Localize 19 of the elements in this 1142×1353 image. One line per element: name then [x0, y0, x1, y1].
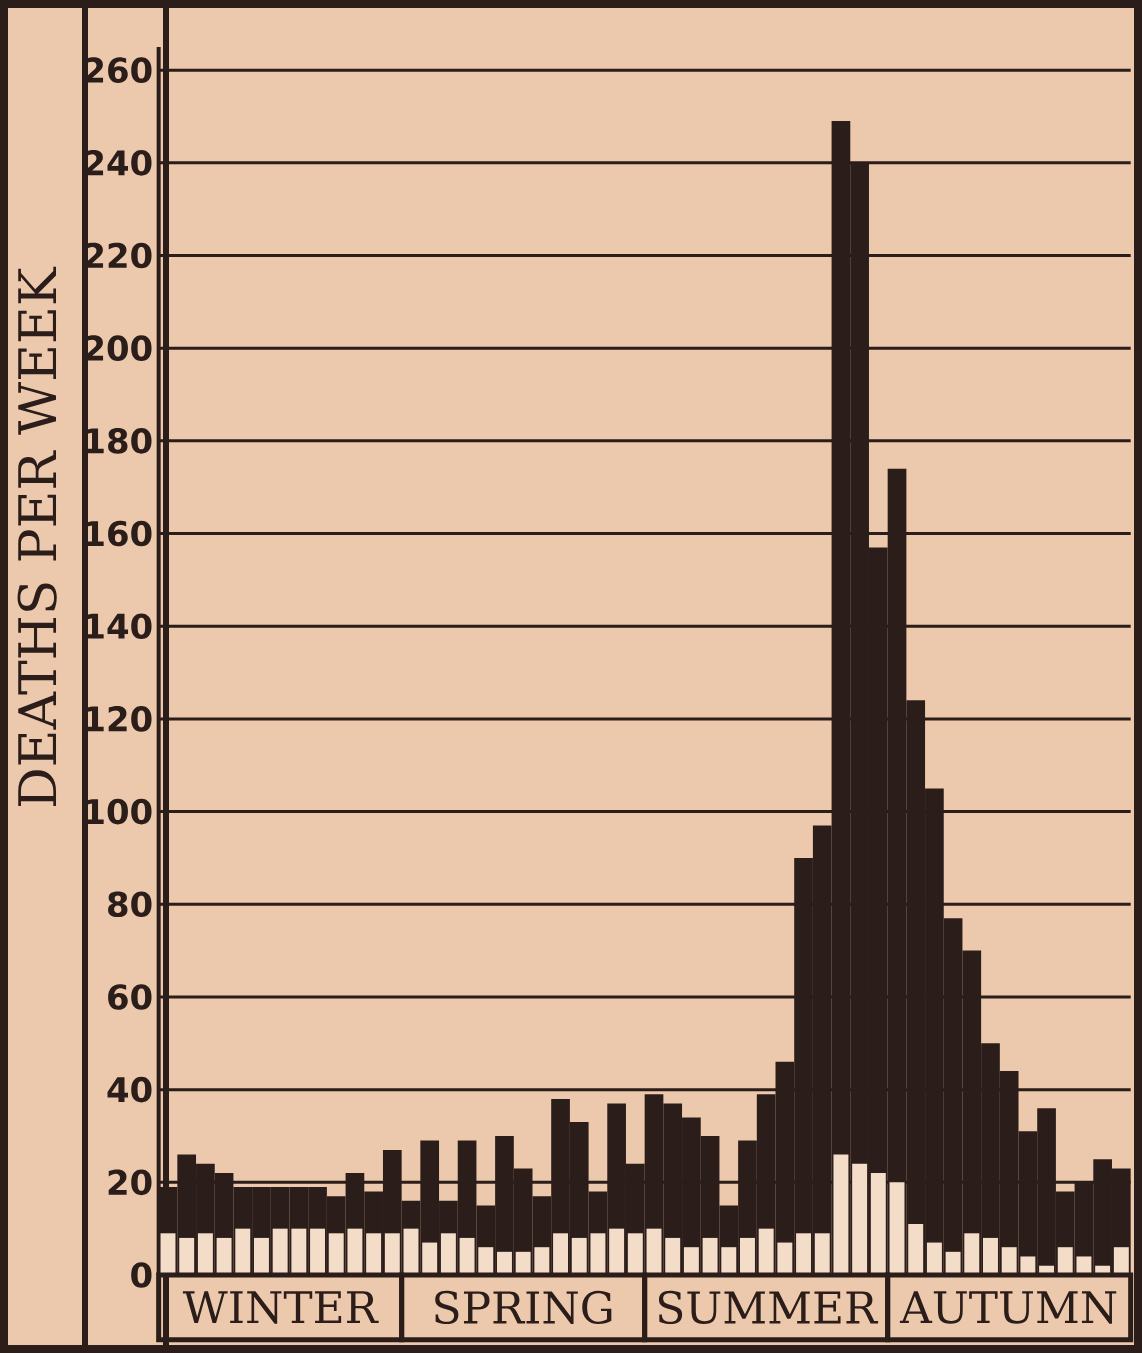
y-axis-title: DEATHS PER WEEK [17, 266, 57, 806]
y-tick-label: 20 [108, 1169, 152, 1196]
text: SPRING [435, 1290, 612, 1325]
text: SUMMER [658, 1290, 879, 1325]
y-tick-label: 260 [85, 57, 152, 83]
y-tick-label: 180 [86, 428, 152, 454]
y-tick-label: 120 [86, 706, 152, 732]
y-tick-label: 80 [108, 891, 152, 918]
y-tick-label: 160 [86, 520, 152, 547]
y-tick-label: 200 [85, 335, 152, 361]
y-tick-label: 140 [86, 613, 152, 640]
y-tick-label: 240 [85, 150, 152, 176]
text: WINTER [182, 1291, 379, 1324]
y-tick-label: 60 [108, 984, 152, 1010]
y-tick-label: 0 [131, 1262, 152, 1288]
y-tick-label: 100 [86, 798, 152, 825]
y-tick-label: 40 [107, 1076, 152, 1103]
text: AUTUMN [899, 1291, 1117, 1324]
y-tick-label: 220 [85, 242, 152, 269]
